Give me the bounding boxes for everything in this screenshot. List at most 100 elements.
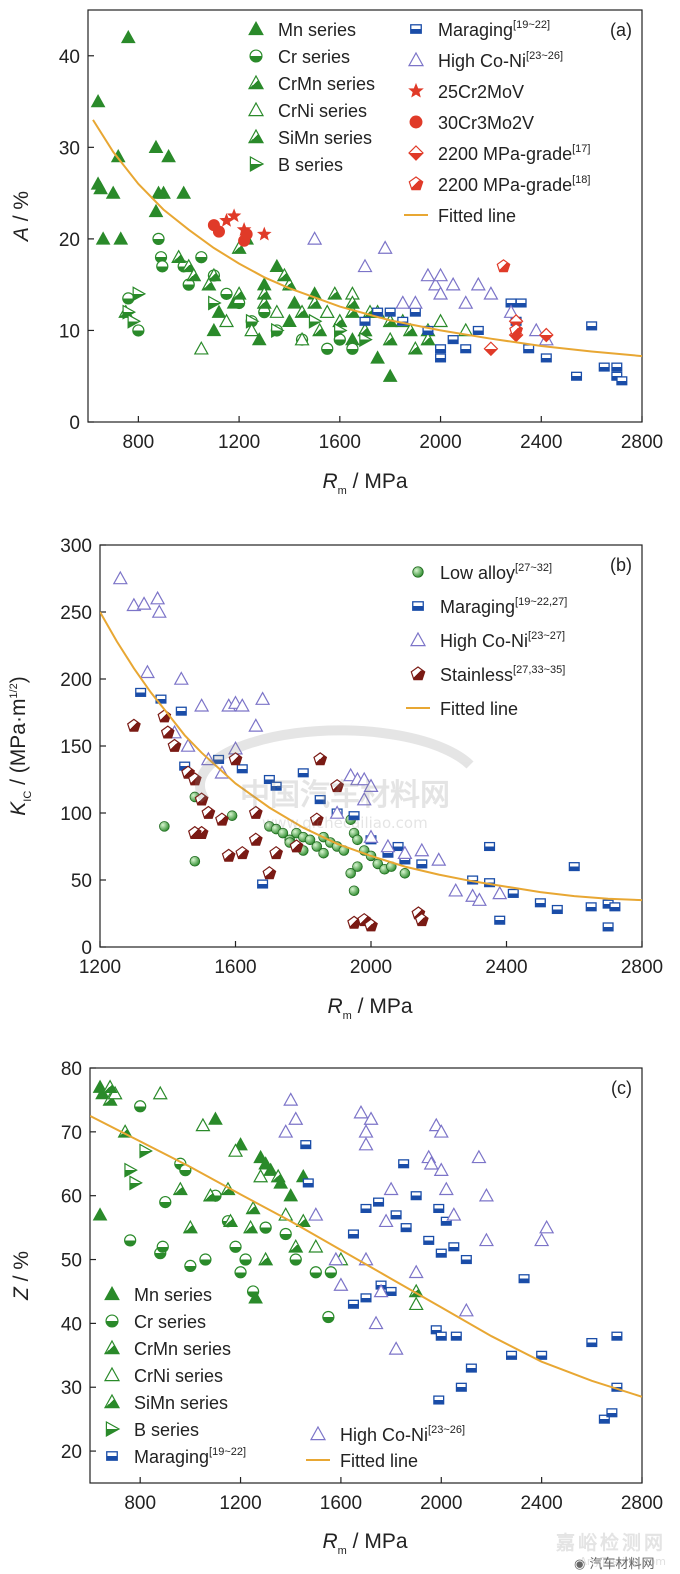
- legend-marker: [247, 101, 265, 117]
- legend-superscript: [18]: [572, 174, 590, 186]
- x-tick-label: 2400: [520, 432, 562, 453]
- legend-item-hcn: High Co-Ni[23~26]: [309, 1424, 465, 1445]
- data-point-hcn: [465, 888, 481, 902]
- data-point-mar: [410, 1191, 422, 1201]
- legend-label: CrNi series: [134, 1366, 223, 1386]
- data-point-sta: [228, 752, 243, 766]
- data-point-c25: [226, 208, 242, 223]
- legend-item-mar: Maraging[19~22]: [106, 1446, 246, 1467]
- data-point-mar: [347, 1229, 359, 1239]
- data-point-b: [139, 1143, 153, 1159]
- data-point-cr: [122, 292, 135, 305]
- legend-text: 30Cr3Mo2V: [438, 113, 534, 133]
- data-point-mar: [435, 353, 447, 363]
- data-point-mar: [392, 841, 404, 852]
- legend-item-g18: 2200 MPa-grade[18]: [408, 174, 590, 195]
- data-point-cr: [134, 1100, 147, 1113]
- legend: Mn series Cr series CrMn series CrNi series…: [103, 1285, 465, 1471]
- data-point-simn: [222, 1213, 239, 1228]
- data-point-sta: [309, 812, 324, 826]
- legend-text: CrMn series: [278, 74, 375, 94]
- x-tick-label: 1200: [219, 1493, 261, 1514]
- data-point-low: [348, 885, 360, 896]
- y-tick-label: 250: [60, 603, 92, 624]
- legend-marker: [104, 1285, 120, 1301]
- legend-marker: [309, 1425, 327, 1441]
- data-point-g17: [538, 327, 554, 343]
- y-axis-symbol: K: [7, 801, 30, 816]
- legend-item-mn: Mn series: [104, 1285, 212, 1305]
- data-point-mar: [523, 344, 535, 354]
- data-point-mar: [359, 316, 371, 326]
- data-point-cr: [132, 324, 145, 337]
- panel-label: (a): [610, 20, 632, 40]
- x-axis-unit: / MPa: [347, 470, 408, 493]
- data-point-mar: [300, 1140, 312, 1150]
- legend-item-crni: CrNi series: [103, 1366, 223, 1386]
- data-point-cr: [239, 1253, 252, 1266]
- legend-label: High Co-Ni: [340, 1425, 428, 1445]
- legend-marker: [409, 115, 423, 129]
- data-point-simn: [182, 1219, 198, 1234]
- data-point-b: [334, 322, 348, 338]
- legend-item-low: Low alloy[27~32]: [412, 562, 552, 583]
- data-point-mar: [484, 841, 496, 852]
- watermark-center-title: 中国汽车材料网: [240, 778, 450, 813]
- y-tick-label: 40: [61, 1314, 82, 1335]
- data-point-hcn: [448, 882, 464, 897]
- legend: Mn series Cr series CrMn series CrNi series…: [247, 19, 590, 226]
- data-point-hcn: [528, 322, 544, 337]
- y-axis-label: KIC / (MPa·m1/2): [7, 676, 34, 815]
- data-point-mn: [211, 304, 227, 318]
- legend-label: CrMn series: [134, 1339, 231, 1359]
- data-point-mn: [156, 185, 171, 199]
- data-point-mar: [385, 1286, 397, 1297]
- legend-label: Maraging: [134, 1447, 209, 1467]
- data-point-mar: [435, 344, 447, 354]
- data-point-hcn: [458, 1302, 474, 1317]
- x-axis-unit: / MPa: [347, 1530, 408, 1553]
- legend-label: Cr series: [278, 47, 350, 67]
- data-point-c30: [240, 228, 253, 241]
- data-point-mn: [251, 332, 267, 346]
- fitted-line: [90, 1115, 642, 1398]
- legend-label: Maraging: [438, 20, 513, 40]
- legend-text: 25Cr2MoV: [438, 82, 524, 102]
- data-point-mar: [460, 344, 472, 354]
- legend-item-b: B series: [249, 155, 343, 175]
- data-point-mar: [586, 321, 598, 331]
- data-point-cr: [156, 1240, 169, 1253]
- data-point-hcn: [492, 885, 508, 900]
- legend-marker: [408, 176, 424, 191]
- y-tick-label: 300: [60, 536, 92, 557]
- x-tick-label: 1200: [218, 432, 260, 453]
- legend-text: Maraging[19~22]: [134, 1446, 246, 1467]
- data-point-g17: [483, 341, 499, 357]
- legend-label: Fitted line: [438, 206, 516, 226]
- data-point-low: [277, 827, 289, 839]
- data-point-cr: [279, 1227, 292, 1241]
- data-layer: [90, 29, 642, 386]
- data-point-hcn: [383, 1181, 399, 1196]
- data-point-crmn: [245, 1200, 261, 1215]
- data-point-crni: [319, 304, 335, 318]
- x-axis-label: Rm / MPa: [327, 995, 412, 1022]
- y-axis-label-group: KIC / (MPa·m1/2): [7, 676, 34, 815]
- watermark-bottom: 嘉峪检测网 AnyTesting.com: [556, 1528, 666, 1568]
- legend-item-g17: 2200 MPa-grade[17]: [408, 143, 590, 164]
- data-point-hcn: [358, 1136, 374, 1151]
- legend-label: Mn series: [134, 1285, 212, 1305]
- data-point-mar: [515, 298, 527, 308]
- legend-text: CrNi series: [134, 1366, 223, 1386]
- y-tick-label: 0: [69, 413, 80, 434]
- legend-marker: [105, 1314, 119, 1328]
- x-tick-label: 800: [123, 432, 155, 453]
- y-axis-symbol: A: [10, 227, 33, 243]
- data-point-crni: [308, 1239, 324, 1253]
- y-axis-label-group: Z / %: [10, 1251, 33, 1301]
- data-point-simn: [344, 295, 360, 309]
- x-tick-label: 800: [124, 1493, 156, 1514]
- data-point-hcn: [478, 1187, 494, 1202]
- data-point-mar: [606, 1408, 618, 1418]
